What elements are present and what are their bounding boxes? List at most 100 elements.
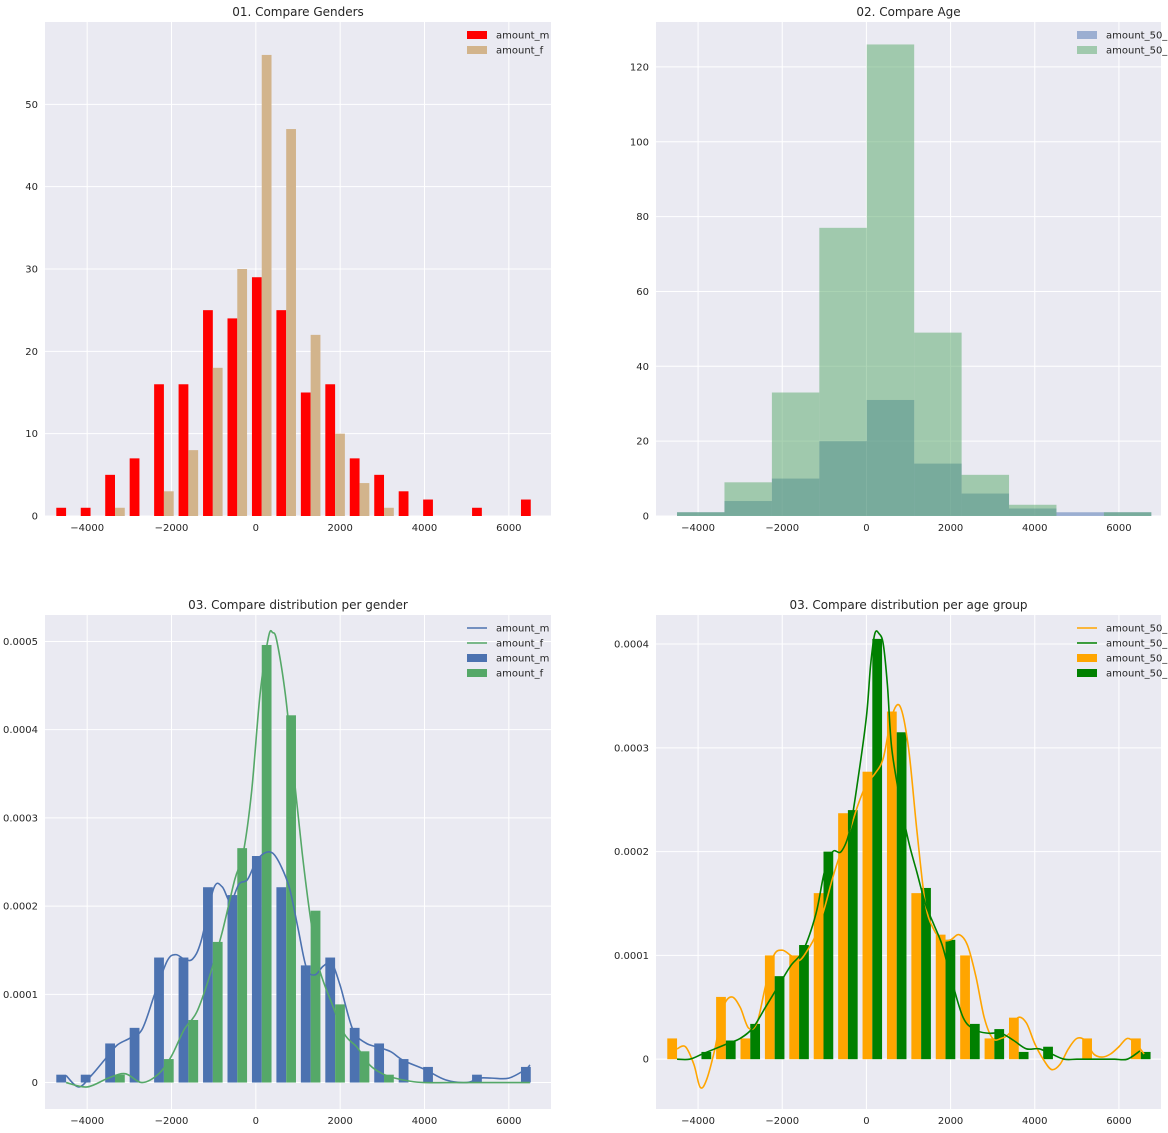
bar (300, 392, 311, 516)
bar (261, 644, 272, 1083)
x-tick-label: 2000 (327, 523, 352, 534)
histogram-bar (866, 44, 915, 516)
chart-title: 03. Compare distribution per gender (188, 598, 408, 612)
bar (359, 483, 370, 516)
x-tick-label: 4000 (412, 523, 437, 534)
plot-area (45, 615, 551, 1109)
bar (520, 1066, 531, 1083)
bar (227, 895, 238, 1083)
legend-patch-swatch (1077, 669, 1097, 677)
bar (129, 1027, 140, 1083)
chart-panel-4: −4000 −2000 0 2000 4000 6000 0 0.0001 0.0002 0.00… (614, 598, 1168, 1127)
bar (862, 771, 873, 1060)
bar (398, 491, 409, 516)
bar (300, 965, 311, 1083)
bar (212, 367, 223, 516)
legend-label: amount_50_minus (1106, 639, 1168, 650)
legend-patch-swatch (467, 46, 487, 54)
bar (725, 1040, 736, 1060)
y-tick-label: 40 (25, 182, 38, 193)
chart-panel-3: −4000 −2000 0 2000 4000 6000 0 0.0001 0.0002 0.00… (3, 598, 551, 1127)
bar (80, 1074, 91, 1083)
y-tick-label: 0.0002 (3, 902, 38, 913)
bar (374, 474, 385, 516)
bar (286, 129, 296, 516)
bar (896, 732, 907, 1060)
plot-marks (677, 44, 1152, 516)
bar (799, 945, 809, 1060)
plot-marks (667, 630, 1151, 1089)
bar (994, 1029, 1005, 1060)
bar (325, 384, 336, 516)
plot-marks (56, 54, 531, 516)
y-tick-label: 0.0003 (3, 813, 38, 824)
bar (154, 957, 164, 1083)
density-line (65, 851, 531, 1088)
chart-title: 03. Compare distribution per age group (789, 598, 1027, 612)
histogram-bar (961, 474, 1010, 516)
bar (349, 1027, 360, 1083)
x-tick-label: 0 (863, 523, 869, 534)
legend-patch-swatch (467, 31, 487, 39)
legend-label: amount_50_plus (1106, 624, 1168, 635)
y-tick-label: 0.0001 (614, 951, 649, 962)
legend-patch-swatch (467, 654, 487, 662)
bar (105, 1043, 115, 1083)
plot-marks (56, 629, 531, 1088)
bar (56, 1074, 67, 1083)
x-tick-label: −4000 (70, 1116, 104, 1127)
bar (276, 887, 287, 1083)
histogram-bar (819, 227, 867, 516)
density-line (677, 630, 1141, 1061)
bar (667, 1038, 678, 1060)
bar (276, 310, 287, 516)
bar (349, 458, 360, 516)
legend-label: amount_50_plus (1106, 654, 1168, 665)
legend-patch-swatch (467, 669, 487, 677)
x-tick-label: −2000 (155, 1116, 189, 1127)
y-tick-label: 60 (636, 287, 649, 298)
bar (398, 1059, 409, 1083)
bar (774, 976, 785, 1060)
bar (129, 458, 140, 516)
chart-title: 02. Compare Age (856, 5, 960, 19)
y-tick-label: 100 (630, 137, 649, 148)
bar (163, 491, 174, 516)
y-tick-label: 0.0005 (3, 637, 38, 648)
bar (335, 1004, 345, 1083)
legend-label: amount_50_plus (1106, 46, 1168, 57)
y-tick-label: 0 (643, 512, 649, 523)
bar (188, 450, 199, 516)
bar (847, 810, 858, 1060)
bar (154, 384, 164, 516)
bar (911, 893, 922, 1060)
histogram-bar (1056, 512, 1104, 516)
bar (520, 499, 531, 516)
bar (114, 1074, 125, 1083)
bar (872, 638, 883, 1060)
y-tick-label: 20 (636, 437, 649, 448)
histogram-bar (724, 482, 772, 516)
legend-label: amount_f (496, 639, 544, 650)
legend-patch-swatch (1077, 31, 1097, 39)
x-tick-label: 4000 (1022, 1116, 1047, 1127)
bar (789, 955, 800, 1060)
bar (335, 433, 345, 516)
bar (716, 996, 726, 1060)
x-tick-label: 6000 (496, 523, 521, 534)
bar (984, 1038, 995, 1060)
legend-patch-swatch (1077, 46, 1097, 54)
bar (384, 1074, 394, 1083)
x-tick-label: 2000 (327, 1116, 352, 1127)
y-tick-label: 0.0003 (614, 743, 649, 754)
bar (740, 1038, 751, 1060)
legend: amount_m amount_f (467, 31, 549, 57)
bar (701, 1051, 712, 1060)
y-tick-label: 50 (25, 100, 38, 111)
bar (227, 318, 238, 516)
bar (80, 507, 91, 516)
density-line (65, 629, 530, 1088)
bar (472, 507, 482, 516)
bar (163, 1059, 174, 1083)
